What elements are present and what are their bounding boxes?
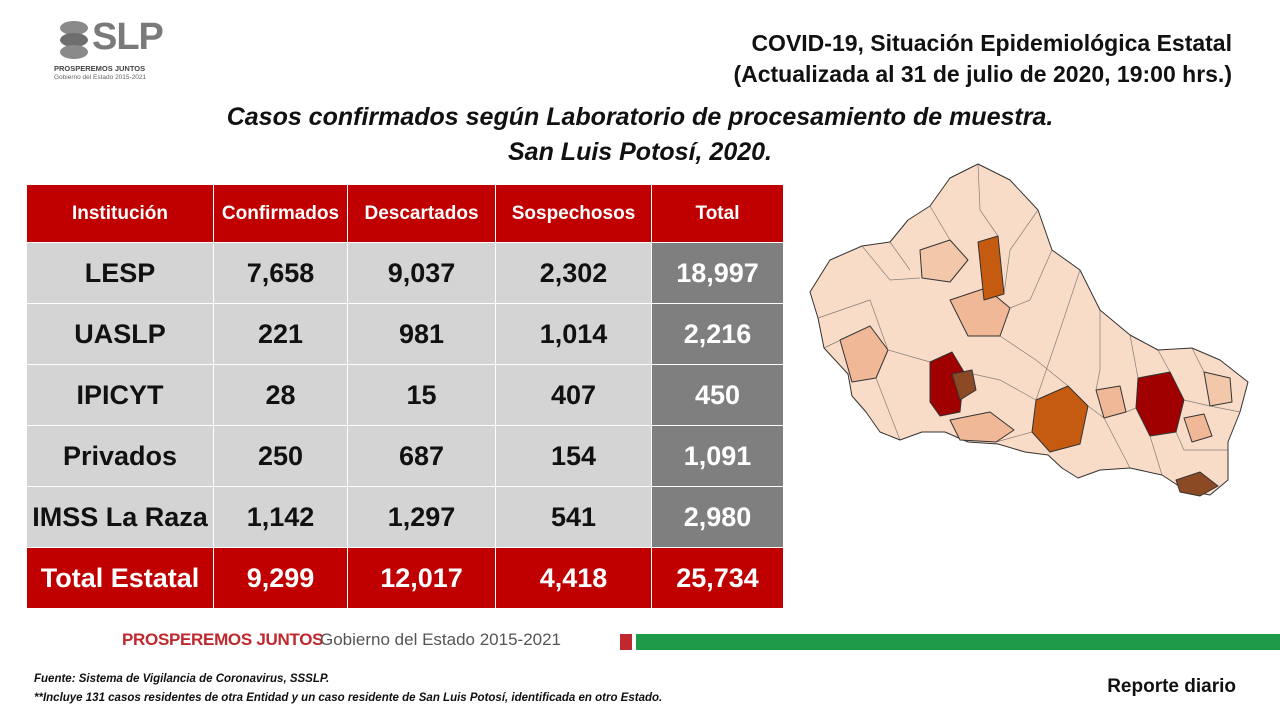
daily-report-label: Reporte diario bbox=[1107, 676, 1236, 697]
map-region-east bbox=[1203, 371, 1233, 407]
cell-institution: Privados bbox=[26, 425, 214, 487]
report-header: COVID-19, Situación Epidemiológica Estat… bbox=[733, 28, 1232, 90]
total-confirmed: 9,299 bbox=[213, 547, 348, 609]
cell-confirmed: 28 bbox=[213, 364, 348, 426]
table-row: IMSS La Raza 1,142 1,297 541 2,980 bbox=[26, 486, 784, 548]
source-notes: Fuente: Sistema de Vigilancia de Coronav… bbox=[34, 670, 662, 708]
report-title: COVID-19, Situación Epidemiológica Estat… bbox=[751, 30, 1232, 56]
table-row: IPICYT 28 15 407 450 bbox=[26, 364, 784, 426]
logo-text: SLP bbox=[92, 16, 164, 58]
cell-total: 2,216 bbox=[651, 303, 784, 365]
slp-logo: SLP PROSPEREMOS JUNTOS Gobierno del Esta… bbox=[52, 14, 172, 84]
footer-green-bar bbox=[636, 634, 1280, 650]
subtitle-line-1: Casos confirmados según Laboratorio de p… bbox=[226, 103, 1054, 131]
cell-institution: LESP bbox=[26, 242, 214, 304]
total-suspected: 4,418 bbox=[495, 547, 652, 609]
cell-total: 18,997 bbox=[651, 242, 784, 304]
cell-discarded: 687 bbox=[347, 425, 496, 487]
cases-table: Institución Confirmados Descartados Sosp… bbox=[26, 184, 784, 609]
logo-tagline: PROSPEREMOS JUNTOS bbox=[54, 64, 146, 73]
map-region-south-east bbox=[1175, 471, 1219, 497]
cell-suspected: 407 bbox=[495, 364, 652, 426]
map-region-huasteca-b bbox=[1183, 413, 1213, 443]
cell-suspected: 541 bbox=[495, 486, 652, 548]
table-row: Privados 250 687 154 1,091 bbox=[26, 425, 784, 487]
table-subtitle: Casos confirmados según Laboratorio de p… bbox=[170, 100, 1110, 170]
cell-total: 450 bbox=[651, 364, 784, 426]
table-row: LESP 7,658 9,037 2,302 18,997 bbox=[26, 242, 784, 304]
cell-confirmed: 7,658 bbox=[213, 242, 348, 304]
source-text: Fuente: Sistema de Vigilancia de Coronav… bbox=[34, 673, 330, 685]
cell-discarded: 9,037 bbox=[347, 242, 496, 304]
cell-institution: UASLP bbox=[26, 303, 214, 365]
cell-suspected: 1,014 bbox=[495, 303, 652, 365]
map-region-capital-inner bbox=[951, 369, 977, 401]
map-region-capital bbox=[929, 351, 965, 417]
footer-brand-band: PROSPEREMOS JUNTOS Gobierno del Estado 2… bbox=[122, 630, 1280, 654]
cell-discarded: 981 bbox=[347, 303, 496, 365]
total-label: Total Estatal bbox=[26, 547, 214, 609]
header-total: Total bbox=[651, 184, 784, 243]
map-region-north-a bbox=[919, 239, 969, 283]
footer-brand-bold: PROSPEREMOS JUNTOS bbox=[122, 630, 324, 649]
logo-government: Gobierno del Estado 2015-2021 bbox=[54, 74, 147, 81]
header-descartados: Descartados bbox=[347, 184, 496, 243]
header-institucion: Institución bbox=[26, 184, 214, 243]
header-confirmados: Confirmados bbox=[213, 184, 348, 243]
report-update-date: (Actualizada al 31 de julio de 2020, 19:… bbox=[733, 61, 1232, 87]
total-total: 25,734 bbox=[651, 547, 784, 609]
cell-institution: IPICYT bbox=[26, 364, 214, 426]
footer-brand-regular: Gobierno del Estado 2015-2021 bbox=[320, 630, 562, 649]
cell-discarded: 15 bbox=[347, 364, 496, 426]
cell-suspected: 154 bbox=[495, 425, 652, 487]
subtitle-line-2: San Luis Potosí, 2020. bbox=[508, 138, 772, 166]
cell-confirmed: 1,142 bbox=[213, 486, 348, 548]
cell-total: 2,980 bbox=[651, 486, 784, 548]
cell-confirmed: 221 bbox=[213, 303, 348, 365]
table-row: UASLP 221 981 1,014 2,216 bbox=[26, 303, 784, 365]
cell-total: 1,091 bbox=[651, 425, 784, 487]
table-total-row: Total Estatal 9,299 12,017 4,418 25,734 bbox=[26, 547, 784, 609]
map-region-south-a bbox=[949, 411, 1015, 443]
table-header-row: Institución Confirmados Descartados Sosp… bbox=[26, 184, 784, 243]
cell-institution: IMSS La Raza bbox=[26, 486, 214, 548]
footer-red-bar bbox=[620, 634, 632, 650]
header-sospechosos: Sospechosos bbox=[495, 184, 652, 243]
slp-logo-icon bbox=[60, 21, 88, 59]
cell-discarded: 1,297 bbox=[347, 486, 496, 548]
map-region-center-west bbox=[949, 287, 1011, 337]
state-map-icon bbox=[809, 163, 1249, 497]
total-discarded: 12,017 bbox=[347, 547, 496, 609]
cell-suspected: 2,302 bbox=[495, 242, 652, 304]
footnote-text: **Incluye 131 casos residentes de otra E… bbox=[34, 692, 663, 704]
cell-confirmed: 250 bbox=[213, 425, 348, 487]
